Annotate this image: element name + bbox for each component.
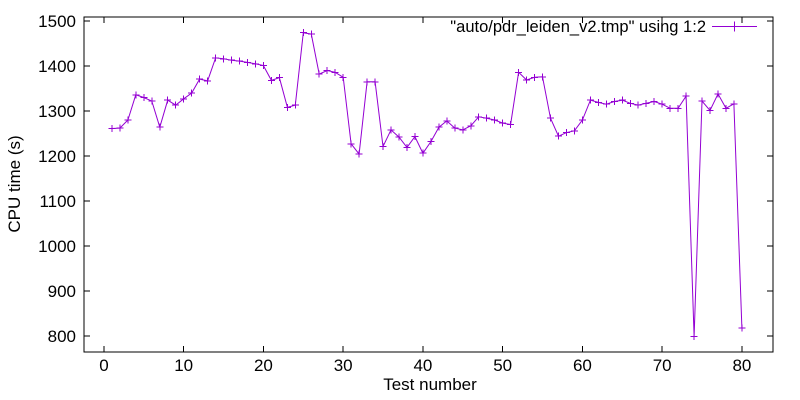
x-tick-label: 70 (653, 356, 672, 375)
y-tick-label: 900 (48, 282, 76, 301)
legend-line-sample (712, 21, 757, 32)
x-tick-label: 30 (334, 356, 353, 375)
x-tick-label: 50 (493, 356, 512, 375)
y-tick-label: 1000 (38, 237, 76, 256)
y-tick-label: 1100 (39, 192, 76, 211)
x-axis-label: Test number (383, 375, 477, 394)
x-tick-label: 20 (254, 356, 273, 375)
y-tick-label: 1300 (38, 102, 76, 121)
x-tick-label: 40 (413, 356, 432, 375)
plot-border (83, 16, 774, 353)
series-line (111, 32, 743, 337)
x-tick-label: 10 (174, 356, 193, 375)
y-axis-label: CPU time (s) (5, 135, 24, 232)
y-tick-label: 800 (48, 327, 76, 346)
x-tick-label: 0 (99, 356, 108, 375)
legend: "auto/pdr_leiden_v2.tmp" using 1:2 (450, 18, 757, 36)
y-tick-label: 1400 (38, 57, 76, 76)
x-tick-label: 80 (732, 356, 751, 375)
legend-label: "auto/pdr_leiden_v2.tmp" using 1:2 (450, 18, 706, 36)
y-tick-label: 1500 (38, 12, 76, 31)
y-tick-label: 1200 (38, 147, 76, 166)
x-tick-label: 60 (573, 356, 592, 375)
